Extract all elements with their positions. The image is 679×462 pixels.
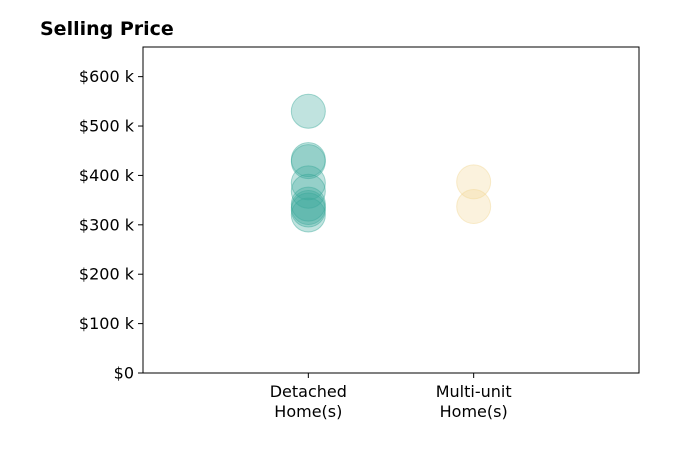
data-point xyxy=(290,142,326,178)
data-point xyxy=(456,164,492,200)
plot-area-frame xyxy=(142,46,640,374)
y-tick-label: $0 xyxy=(114,364,134,383)
data-point xyxy=(290,192,326,228)
data-point xyxy=(290,144,326,180)
x-tick-label: Detached Home(s) xyxy=(270,382,347,421)
y-tick-label: $400 k xyxy=(79,166,135,185)
y-tick-label: $200 k xyxy=(79,265,135,284)
data-point xyxy=(456,189,492,225)
y-axis: $0 $100 k $200 k $300 k $400 k $500 k $600 k xyxy=(79,67,143,383)
chart-title: Selling Price xyxy=(40,18,174,40)
x-axis: Detached Home(s) Multi-unit Home(s) xyxy=(270,373,512,421)
data-point xyxy=(290,173,326,209)
data-point xyxy=(290,165,326,201)
data-point xyxy=(290,186,326,222)
y-tick-label: $100 k xyxy=(79,314,135,333)
data-point xyxy=(290,197,326,233)
data-point xyxy=(290,190,326,226)
x-tick-label: Multi-unit Home(s) xyxy=(436,382,512,421)
y-tick-label: $300 k xyxy=(79,215,135,234)
scatter-points xyxy=(290,93,492,233)
y-tick-label: $500 k xyxy=(79,117,135,136)
y-tick-label: $600 k xyxy=(79,67,135,86)
data-point xyxy=(290,93,326,129)
